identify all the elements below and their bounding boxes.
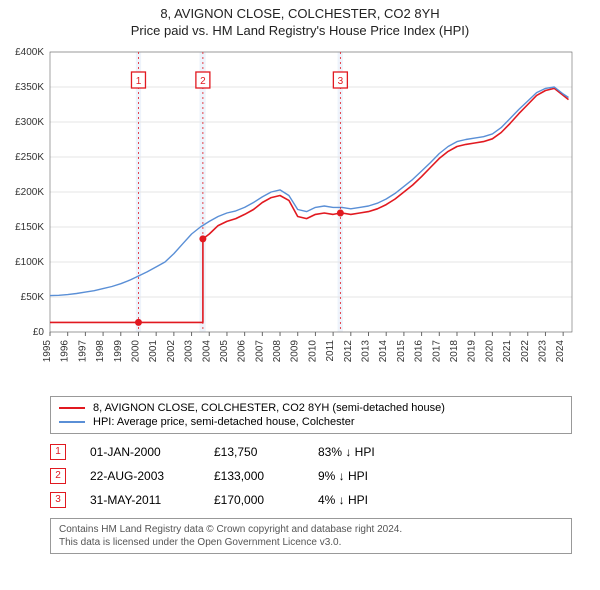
transaction-row: 2 22-AUG-2003 £133,000 9% ↓ HPI [50, 464, 572, 488]
title-address: 8, AVIGNON CLOSE, COLCHESTER, CO2 8YH [8, 6, 592, 21]
svg-text:2000: 2000 [130, 340, 141, 363]
svg-text:£200K: £200K [15, 187, 44, 198]
svg-text:1995: 1995 [42, 340, 53, 363]
transaction-date: 31-MAY-2011 [90, 493, 190, 507]
svg-text:2002: 2002 [166, 340, 177, 363]
svg-text:2: 2 [200, 76, 206, 87]
svg-text:2005: 2005 [219, 340, 230, 363]
transaction-marker: 3 [50, 492, 66, 508]
footer-line-1: Contains HM Land Registry data © Crown c… [59, 523, 563, 536]
svg-text:2001: 2001 [148, 340, 159, 363]
svg-text:2004: 2004 [201, 340, 212, 363]
plot-area: £0 £50K £100K £150K £200K £250K £300K £350K £400… [0, 48, 600, 388]
svg-text:2020: 2020 [484, 340, 495, 363]
transaction-row: 1 01-JAN-2000 £13,750 83% ↓ HPI [50, 440, 572, 464]
transaction-note: 9% ↓ HPI [318, 469, 572, 483]
svg-text:2007: 2007 [254, 340, 265, 363]
transaction-date: 22-AUG-2003 [90, 469, 190, 483]
svg-text:2014: 2014 [378, 340, 389, 363]
transaction-note: 83% ↓ HPI [318, 445, 572, 459]
svg-text:1999: 1999 [113, 340, 124, 363]
svg-text:1: 1 [136, 76, 142, 87]
footer-line-2: This data is licensed under the Open Gov… [59, 536, 563, 549]
transaction-price: £170,000 [214, 493, 294, 507]
svg-text:2006: 2006 [237, 340, 248, 363]
chart-svg: £0 £50K £100K £150K £200K £250K £300K £350K £400… [0, 48, 600, 388]
legend-row: HPI: Average price, semi-detached house,… [59, 415, 563, 429]
transaction-row: 3 31-MAY-2011 £170,000 4% ↓ HPI [50, 488, 572, 512]
svg-text:2003: 2003 [184, 340, 195, 363]
svg-text:£100K: £100K [15, 257, 44, 268]
transactions-table: 1 01-JAN-2000 £13,750 83% ↓ HPI 2 22-AUG-2003… [50, 440, 572, 512]
svg-text:1997: 1997 [77, 340, 88, 363]
transaction-note: 4% ↓ HPI [318, 493, 572, 507]
legend: 8, AVIGNON CLOSE, COLCHESTER, CO2 8YH (s… [50, 396, 572, 434]
svg-text:2021: 2021 [502, 340, 513, 363]
transaction-marker: 1 [50, 444, 66, 460]
svg-text:2015: 2015 [396, 340, 407, 363]
transaction-price: £133,000 [214, 469, 294, 483]
legend-row: 8, AVIGNON CLOSE, COLCHESTER, CO2 8YH (s… [59, 401, 563, 415]
svg-text:£250K: £250K [15, 152, 44, 163]
legend-swatch [59, 421, 85, 423]
svg-text:£150K: £150K [15, 222, 44, 233]
svg-text:1998: 1998 [95, 340, 106, 363]
legend-label: 8, AVIGNON CLOSE, COLCHESTER, CO2 8YH (s… [93, 402, 445, 414]
title-subtitle: Price paid vs. HM Land Registry's House … [8, 23, 592, 38]
svg-text:£50K: £50K [21, 292, 45, 303]
svg-text:2024: 2024 [555, 340, 566, 363]
svg-text:2010: 2010 [307, 340, 318, 363]
svg-text:2018: 2018 [449, 340, 460, 363]
svg-text:£350K: £350K [15, 82, 44, 93]
svg-text:2019: 2019 [467, 340, 478, 363]
title-block: 8, AVIGNON CLOSE, COLCHESTER, CO2 8YH Pr… [0, 0, 600, 48]
svg-text:2022: 2022 [520, 340, 531, 363]
legend-swatch [59, 407, 85, 409]
svg-text:2012: 2012 [343, 340, 354, 363]
transaction-date: 01-JAN-2000 [90, 445, 190, 459]
svg-text:2017: 2017 [431, 340, 442, 363]
legend-label: HPI: Average price, semi-detached house,… [93, 416, 355, 428]
svg-text:2009: 2009 [290, 340, 301, 363]
svg-text:£400K: £400K [15, 48, 44, 58]
svg-text:2008: 2008 [272, 340, 283, 363]
svg-text:2016: 2016 [414, 340, 425, 363]
svg-text:1996: 1996 [60, 340, 71, 363]
svg-text:2013: 2013 [361, 340, 372, 363]
transaction-price: £13,750 [214, 445, 294, 459]
chart-container: 8, AVIGNON CLOSE, COLCHESTER, CO2 8YH Pr… [0, 0, 600, 554]
svg-text:2023: 2023 [537, 340, 548, 363]
svg-text:2011: 2011 [325, 340, 336, 362]
svg-text:3: 3 [338, 76, 344, 87]
svg-text:£0: £0 [33, 327, 45, 338]
transaction-marker: 2 [50, 468, 66, 484]
svg-text:£300K: £300K [15, 117, 44, 128]
attribution-footer: Contains HM Land Registry data © Crown c… [50, 518, 572, 554]
